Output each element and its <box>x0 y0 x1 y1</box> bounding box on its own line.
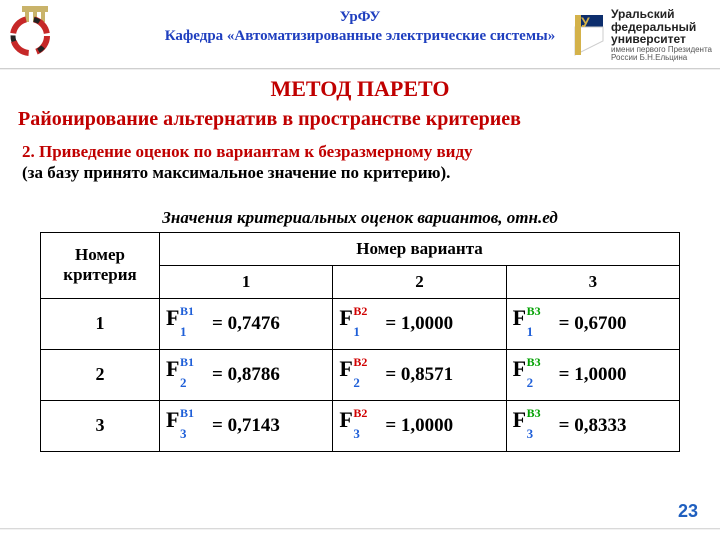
table-cell: FB22 = 0,8571 <box>333 349 506 400</box>
f-symbol: FB33 <box>513 409 557 443</box>
f-symbol: FB13 <box>166 409 210 443</box>
cell-value: = 0,7476 <box>210 313 280 335</box>
table-cell: FB13= 0,7143 <box>160 400 333 451</box>
cell-value: = 1,0000 <box>383 415 453 437</box>
row-criterion-num: 2 <box>41 349 160 400</box>
main-title: МЕТОД ПАРЕТО <box>0 76 720 102</box>
table-cell: FB23 = 1,0000 <box>333 400 506 451</box>
table-cell: FB12 = 0,8786 <box>160 349 333 400</box>
urfu-flag-icon: У <box>573 13 607 57</box>
table-cell: FB33 = 0,8333 <box>506 400 679 451</box>
f-symbol: FB23 <box>339 409 383 443</box>
criteria-table: Номер критерия Номер варианта 123 1FB11=… <box>40 232 680 452</box>
cell-value: = 0,8571 <box>383 364 453 386</box>
right-logo: У Уральский федеральный университет имен… <box>573 8 712 63</box>
f-symbol: FB11 <box>166 307 210 341</box>
th-variant-num: 1 <box>160 265 333 298</box>
f-symbol: FB21 <box>339 307 383 341</box>
left-logo <box>6 2 64 61</box>
th-variant-num: 2 <box>333 265 506 298</box>
table-cell: FB11= 0,7476 <box>160 298 333 349</box>
cell-value: = 0,8786 <box>210 364 280 386</box>
table-cell: FB31 = 0,6700 <box>506 298 679 349</box>
step-red: 2. Приведение оценок по вариантам к безр… <box>22 142 473 161</box>
sub-title: Районирование альтернатив в пространстве… <box>0 102 720 131</box>
page-number: 23 <box>678 501 698 522</box>
step-text: 2. Приведение оценок по вариантам к безр… <box>0 131 720 184</box>
f-symbol: FB31 <box>513 307 557 341</box>
table-caption: Значения критериальных оценок вариантов,… <box>0 208 720 228</box>
table-cell: FB32 = 1,0000 <box>506 349 679 400</box>
svg-text:У: У <box>581 14 590 30</box>
cell-value: = 0,6700 <box>557 313 627 335</box>
cell-value: = 0,8333 <box>557 415 627 437</box>
th-variant-num: 3 <box>506 265 679 298</box>
th-variant: Номер варианта <box>160 232 680 265</box>
cell-value: = 1,0000 <box>557 364 627 386</box>
f-symbol: FB22 <box>339 358 383 392</box>
cell-value: = 1,0000 <box>383 313 453 335</box>
step-black: (за базу принято максимальное значение п… <box>22 163 450 182</box>
header-divider <box>0 68 720 70</box>
row-criterion-num: 1 <box>41 298 160 349</box>
th-criterion: Номер критерия <box>41 232 160 298</box>
f-symbol: FB32 <box>513 358 557 392</box>
cell-value: = 0,7143 <box>210 415 280 437</box>
slide-header: УрФУ Кафедра «Автоматизированные электри… <box>0 0 720 72</box>
table-cell: FB21= 1,0000 <box>333 298 506 349</box>
row-criterion-num: 3 <box>41 400 160 451</box>
footer-divider <box>0 528 720 530</box>
urfu-emblem-icon <box>6 2 64 56</box>
f-symbol: FB12 <box>166 358 210 392</box>
right-logo-text: Уральский федеральный университет имени … <box>611 8 712 63</box>
